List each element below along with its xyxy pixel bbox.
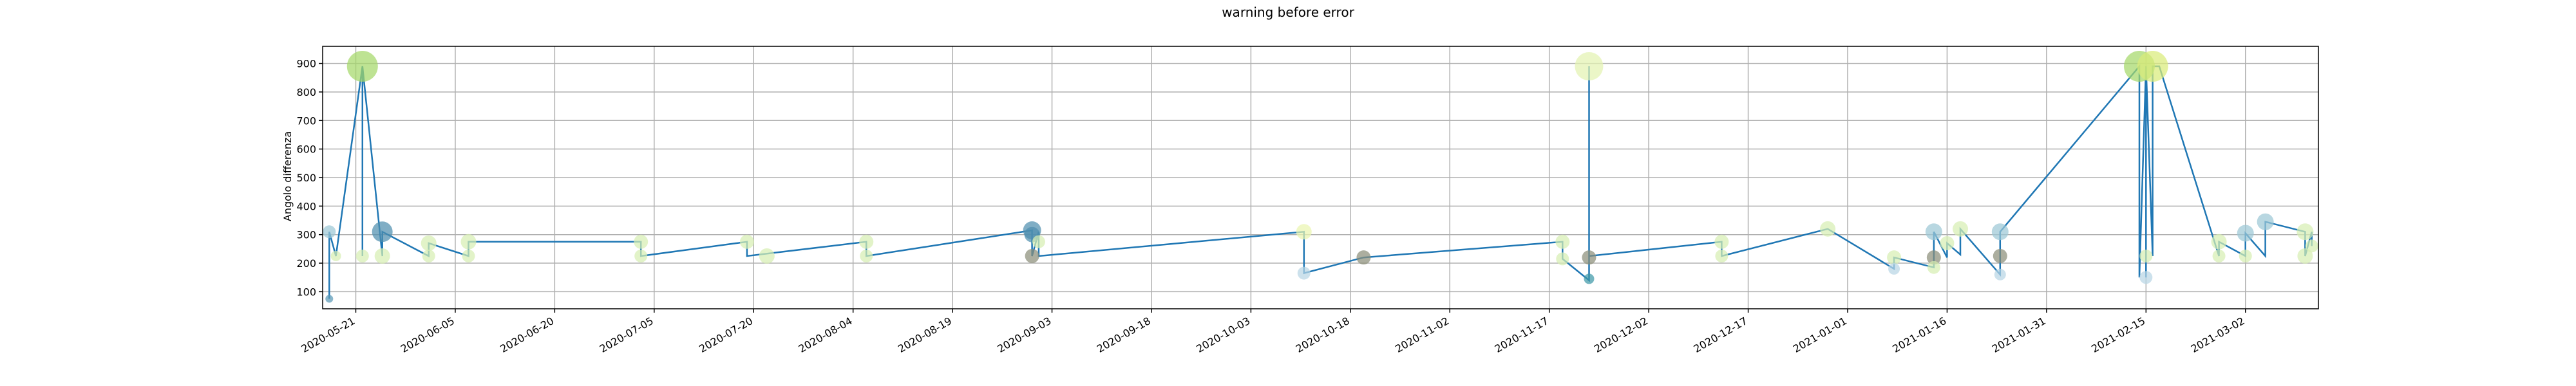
y-axis-label: Angolo differenza xyxy=(281,131,294,221)
bubble-point xyxy=(1025,248,1039,263)
y-tick-label: 600 xyxy=(296,143,316,156)
bubble-point xyxy=(325,295,334,303)
bubble-point xyxy=(2257,213,2274,230)
x-tick-label: 2021-01-16 xyxy=(1890,315,1948,355)
bubble-point xyxy=(372,221,393,243)
bubble-point xyxy=(739,234,754,249)
x-tick-label: 2020-08-19 xyxy=(896,315,954,355)
bubble-point xyxy=(2139,249,2153,262)
bubble-point xyxy=(860,249,873,262)
x-tick-label: 2020-12-02 xyxy=(1592,315,1650,355)
grid xyxy=(323,46,2318,309)
y-tick-label: 800 xyxy=(296,86,316,98)
bubble-point xyxy=(422,249,435,262)
x-tick-label: 2020-10-03 xyxy=(1194,315,1252,355)
bubbles xyxy=(323,51,2318,303)
bubble-point xyxy=(2239,249,2252,262)
x-tick-label: 2020-10-18 xyxy=(1294,315,1352,355)
bubble-point xyxy=(1925,223,1942,241)
chart-title: warning before error xyxy=(1222,5,1354,20)
bubble-point xyxy=(2139,271,2153,284)
x-tick-label: 2020-08-04 xyxy=(797,315,855,355)
bubble-point xyxy=(1820,221,1836,237)
bubble-point xyxy=(2305,239,2318,253)
x-tick-label: 2021-03-02 xyxy=(2189,315,2247,355)
bubble-point xyxy=(759,248,775,264)
bubble-point xyxy=(421,235,437,251)
bubble-point xyxy=(355,249,369,262)
x-tick-label: 2021-01-01 xyxy=(1791,315,1849,355)
bubble-point xyxy=(634,249,648,262)
bubble-point xyxy=(1926,250,1941,265)
x-tick-label: 2021-02-15 xyxy=(2089,315,2147,355)
x-tick-label: 2020-09-18 xyxy=(1095,315,1153,355)
bubble-point xyxy=(1714,234,1729,249)
bubble-point xyxy=(2212,249,2226,262)
bubble-point xyxy=(330,250,341,261)
bubble-point xyxy=(1032,235,1045,248)
bubble-point xyxy=(1715,249,1728,262)
bubble-point xyxy=(462,249,475,262)
bubble-point xyxy=(323,225,336,239)
x-tick-label: 2020-06-20 xyxy=(498,315,556,355)
bubble-point xyxy=(374,248,390,264)
bubble-point xyxy=(1296,224,1312,240)
data-line xyxy=(328,64,2313,299)
x-tick-label: 2020-11-02 xyxy=(1393,315,1451,355)
x-tick-label: 2020-06-05 xyxy=(399,315,457,355)
x-axis-ticks: 2020-05-21 2020-06-05 2020-06-20 2020-07-05… xyxy=(299,309,2247,355)
bubble-point xyxy=(1994,268,2006,280)
y-tick-label: 200 xyxy=(296,257,316,270)
bubble-point xyxy=(1356,250,1371,265)
bubble-point xyxy=(1888,262,1900,275)
x-tick-label: 2020-07-20 xyxy=(697,315,755,355)
y-tick-label: 500 xyxy=(296,172,316,184)
bubble-point xyxy=(1953,221,1969,237)
bubble-point xyxy=(1991,223,2009,241)
bubble-point xyxy=(2297,223,2314,241)
x-tick-label: 2020-09-03 xyxy=(995,315,1053,355)
bubble-point xyxy=(1940,236,1955,250)
y-axis-ticks: 100 200 300 400 500 600 700 800 900 xyxy=(296,58,323,298)
bubble-point xyxy=(1582,250,1596,265)
bubble-point xyxy=(1556,252,1569,266)
y-tick-label: 900 xyxy=(296,58,316,70)
bubble-point xyxy=(1555,234,1570,249)
y-tick-label: 300 xyxy=(296,229,316,241)
bubble-point xyxy=(2297,248,2313,264)
x-tick-label: 2021-01-31 xyxy=(1990,315,2048,355)
bubble-point xyxy=(2137,51,2168,82)
bubble-point xyxy=(2237,225,2254,242)
bubble-point xyxy=(1927,261,1940,274)
y-tick-label: 100 xyxy=(296,286,316,298)
y-tick-label: 400 xyxy=(296,200,316,212)
bubble-point xyxy=(1584,273,1595,284)
bubble-point xyxy=(1887,250,1902,265)
series-line xyxy=(328,64,2313,299)
bubble-point xyxy=(460,234,477,250)
y-tick-label: 700 xyxy=(296,115,316,127)
bubble-point xyxy=(2211,234,2227,250)
bubble-point xyxy=(1297,266,1311,280)
x-tick-label: 2020-05-21 xyxy=(299,315,357,355)
bubble-point xyxy=(1575,52,1604,81)
x-tick-label: 2020-11-17 xyxy=(1493,315,1551,355)
x-tick-label: 2020-12-17 xyxy=(1692,315,1750,355)
x-tick-label: 2020-07-05 xyxy=(598,315,656,355)
bubble-point xyxy=(1993,248,2007,263)
bubble-point xyxy=(634,234,649,249)
bubble-point xyxy=(859,234,874,249)
bubble-point xyxy=(346,51,378,82)
